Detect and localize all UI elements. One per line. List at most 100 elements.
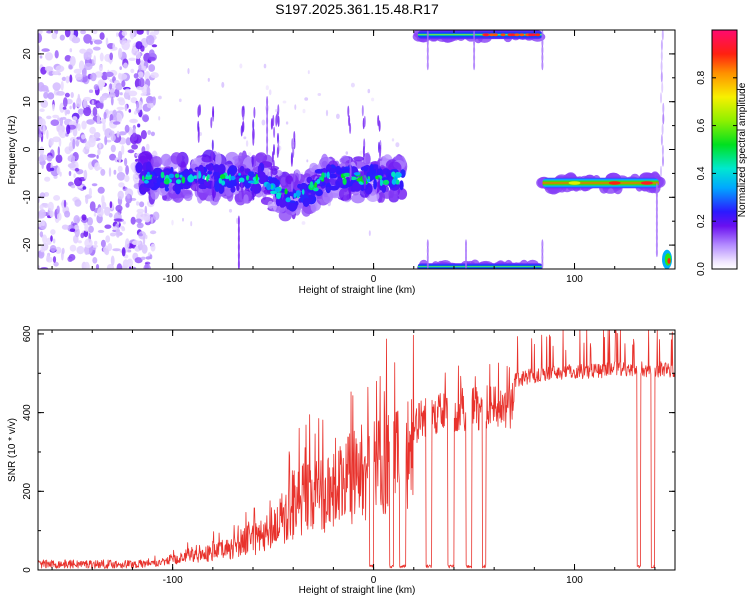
noise-blob bbox=[94, 71, 103, 78]
spike-blob bbox=[655, 247, 658, 258]
faint-speckle bbox=[221, 81, 225, 88]
noise-blob bbox=[114, 88, 120, 98]
noise-blob bbox=[98, 64, 103, 72]
spike-blob bbox=[426, 239, 429, 249]
noise-blob bbox=[66, 124, 71, 135]
main-track-core bbox=[366, 178, 370, 183]
main-track-halo bbox=[160, 153, 172, 167]
spike-blob bbox=[378, 157, 380, 170]
main-track-body bbox=[399, 180, 404, 191]
noise-blob bbox=[88, 187, 92, 197]
spike-blob bbox=[348, 115, 351, 127]
top-track-peak bbox=[489, 33, 495, 37]
noise-blob bbox=[112, 42, 115, 51]
top-track-core bbox=[417, 30, 543, 40]
spike-blob bbox=[473, 30, 476, 40]
main-track-body bbox=[145, 161, 152, 173]
noise-blob bbox=[107, 243, 113, 252]
noise-blob bbox=[135, 57, 141, 65]
noise-blob bbox=[71, 36, 81, 44]
spike-blob bbox=[291, 181, 293, 193]
spike-blob bbox=[211, 139, 214, 151]
noise-blob bbox=[117, 165, 123, 173]
noise-blob bbox=[60, 81, 64, 91]
faint-speckle bbox=[228, 208, 233, 213]
spike-blob bbox=[426, 246, 429, 256]
noise-blob bbox=[84, 246, 90, 256]
noise-blob bbox=[72, 102, 76, 110]
main-track-core bbox=[164, 178, 170, 185]
main-track-halo bbox=[243, 194, 249, 204]
spike-blob bbox=[473, 37, 476, 48]
main-track-core bbox=[255, 173, 258, 181]
noise-blob bbox=[122, 221, 126, 225]
noise-blob bbox=[152, 211, 160, 221]
noise-blob bbox=[47, 92, 55, 100]
main-track-core bbox=[247, 180, 255, 184]
spectrogram-xtick-label: 100 bbox=[566, 274, 583, 285]
main-track-core bbox=[147, 171, 150, 176]
noise-blob bbox=[76, 136, 82, 140]
main-track-core bbox=[382, 179, 390, 185]
noise-blob bbox=[85, 195, 89, 205]
spike-blob bbox=[541, 60, 544, 71]
noise-blob bbox=[42, 234, 48, 244]
noise-blob bbox=[139, 201, 145, 208]
noise-blob bbox=[52, 136, 61, 143]
main-track-core bbox=[246, 175, 249, 181]
spectrogram-xtick-label: 0 bbox=[371, 274, 377, 285]
noise-blob bbox=[94, 240, 98, 245]
noise-blob bbox=[147, 130, 151, 135]
faint-speckle bbox=[306, 159, 309, 163]
main-track-halo bbox=[339, 158, 345, 163]
spike-blob bbox=[426, 52, 429, 63]
noise-blob bbox=[85, 141, 91, 150]
noise-blob bbox=[38, 223, 42, 228]
noise-blob bbox=[52, 256, 57, 263]
colorbar-tick-label: 0.6 bbox=[696, 118, 707, 132]
noise-blob bbox=[63, 199, 67, 208]
faint-speckle bbox=[158, 116, 161, 121]
noise-blob bbox=[123, 62, 128, 69]
main-track-core bbox=[353, 172, 361, 176]
noise-blob bbox=[75, 73, 83, 80]
spectrogram-plot-area bbox=[38, 30, 675, 269]
noise-blob bbox=[64, 210, 71, 218]
right-track-peak bbox=[568, 181, 581, 185]
noise-blob bbox=[77, 240, 82, 244]
noise-blob bbox=[109, 153, 117, 161]
spike-blob bbox=[271, 151, 274, 163]
noise-blob bbox=[62, 106, 67, 110]
main-track-body bbox=[302, 197, 310, 207]
main-track-core bbox=[342, 177, 347, 185]
noise-blob bbox=[41, 163, 44, 170]
spike-blob bbox=[379, 148, 381, 160]
noise-blob bbox=[116, 130, 120, 138]
faint-speckle bbox=[171, 219, 174, 226]
noise-blob bbox=[110, 144, 116, 153]
noise-blob bbox=[84, 261, 90, 269]
noise-blob bbox=[56, 91, 65, 96]
noise-blob bbox=[117, 97, 125, 102]
main-track-core bbox=[187, 174, 195, 183]
noise-blob bbox=[145, 143, 150, 152]
noise-blob bbox=[136, 101, 140, 109]
top-track-peak bbox=[493, 33, 498, 37]
main-track-core bbox=[143, 179, 149, 184]
noise-blob bbox=[50, 235, 53, 242]
spike-blob bbox=[240, 181, 243, 193]
spike-blob bbox=[266, 134, 269, 146]
noise-blob bbox=[39, 108, 45, 112]
spike-blob bbox=[362, 145, 365, 158]
spike-blob bbox=[361, 105, 364, 117]
main-track-halo bbox=[180, 189, 193, 196]
spike-blob bbox=[270, 165, 273, 178]
spike-blob bbox=[266, 115, 269, 127]
spike-blob bbox=[660, 39, 663, 51]
noise-blob bbox=[146, 86, 151, 96]
faint-speckle bbox=[368, 230, 371, 237]
noise-blob bbox=[92, 257, 98, 264]
noise-blob bbox=[61, 247, 65, 255]
spike-blob bbox=[272, 159, 275, 172]
main-track-core bbox=[391, 178, 397, 185]
